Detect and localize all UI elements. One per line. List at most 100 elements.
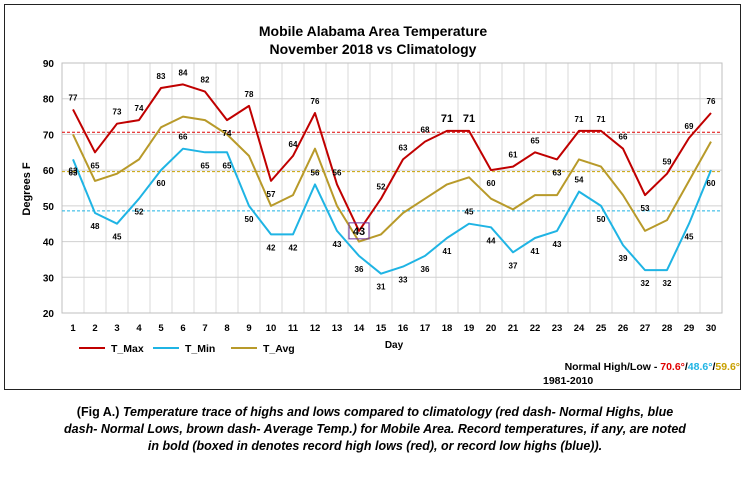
- x-tick-label: 21: [508, 323, 519, 334]
- data-label-t-min: 60: [707, 179, 716, 188]
- data-label-t-max: 63: [399, 143, 408, 152]
- data-label-t-max: 71: [441, 113, 453, 125]
- data-label-t-max: 71: [597, 115, 606, 124]
- x-tick-label: 1: [70, 323, 76, 334]
- data-label-t-min: 45: [113, 233, 122, 242]
- data-label-t-min: 63: [69, 168, 78, 177]
- data-label-t-min: 36: [355, 265, 364, 274]
- caption-lead: (Fig A.): [76, 405, 120, 419]
- data-label-t-min: 31: [377, 283, 386, 292]
- data-label-t-min: 33: [399, 276, 408, 285]
- x-tick-label: 15: [376, 323, 387, 334]
- data-label-t-avg: 63: [69, 166, 78, 175]
- data-label-t-max: 68: [421, 126, 430, 135]
- data-label-t-max: 74: [135, 104, 144, 113]
- x-tick-label: 28: [662, 323, 673, 334]
- x-tick-label: 7: [202, 323, 207, 334]
- normals-period: 1981-2010: [543, 375, 593, 387]
- data-label-t-max: 82: [201, 76, 210, 85]
- normals-note: Normal High/Low - 70.6°/48.6°/59.6°: [565, 361, 740, 373]
- y-tick-label: 50: [43, 202, 55, 213]
- data-label-t-max: 83: [157, 72, 166, 81]
- chart-title: Mobile Alabama Area Temperature: [259, 23, 487, 39]
- x-tick-label: 3: [114, 323, 119, 334]
- record-box: [348, 222, 370, 240]
- normal-high-value: 70.6°: [660, 361, 685, 373]
- data-label-t-max: 61: [509, 151, 518, 160]
- normal-avg-value: 59.6°: [715, 361, 740, 373]
- data-label-t-min: 39: [619, 254, 628, 263]
- x-tick-label: 11: [288, 323, 299, 334]
- data-label-t-min: 65: [223, 161, 232, 170]
- x-tick-label: 30: [706, 323, 717, 334]
- x-tick-label: 16: [398, 323, 409, 334]
- data-label-t-max: 64: [289, 140, 298, 149]
- data-label-t-max: 76: [311, 97, 320, 106]
- y-tick-label: 70: [43, 130, 55, 141]
- x-tick-label: 27: [640, 323, 651, 334]
- figure-caption: (Fig A.) Temperature trace of highs and …: [60, 404, 690, 455]
- x-tick-label: 6: [180, 323, 185, 334]
- x-tick-label: 22: [530, 323, 541, 334]
- temperature-chart: Mobile Alabama Area Temperature November…: [21, 23, 740, 387]
- x-tick-label: 18: [442, 323, 453, 334]
- data-label-t-max: 53: [641, 204, 650, 213]
- data-label-t-min: 44: [487, 236, 496, 245]
- normals-prefix: Normal High/Low -: [565, 361, 661, 373]
- data-label-t-max: 43: [353, 226, 365, 238]
- x-tick-label: 8: [224, 323, 229, 334]
- chart-frame: Mobile Alabama Area Temperature November…: [4, 4, 741, 390]
- data-label-t-min: 32: [641, 279, 650, 288]
- x-tick-label: 9: [246, 323, 251, 334]
- data-label-t-min: 56: [311, 168, 320, 177]
- data-label-t-max: 71: [463, 113, 475, 125]
- series-line-t-min: [72, 147, 712, 275]
- x-tick-label: 19: [464, 323, 475, 334]
- data-label-t-min: 66: [179, 133, 188, 142]
- y-tick-label: 40: [43, 238, 55, 249]
- data-label-t-max: 69: [685, 122, 694, 131]
- chart-subtitle: November 2018 vs Climatology: [270, 41, 477, 57]
- x-tick-label: 26: [618, 323, 629, 334]
- data-label-t-max: 71: [575, 115, 584, 124]
- series-line-t-max: [72, 83, 712, 232]
- x-tick-label: 23: [552, 323, 563, 334]
- plot-border: [61, 62, 723, 314]
- caption-text: Temperature trace of highs and lows comp…: [64, 405, 686, 453]
- x-tick-label: 14: [354, 323, 365, 334]
- x-tick-label: 5: [158, 323, 164, 334]
- chart-legend: T_Max T_Min T_Avg: [79, 343, 295, 355]
- data-label-t-min: 65: [201, 161, 210, 170]
- x-tick-label: 24: [574, 323, 585, 334]
- y-tick-label: 80: [43, 95, 55, 106]
- data-label-t-min: 41: [531, 247, 540, 256]
- data-label-t-max: 76: [707, 97, 716, 106]
- data-label-t-min: 43: [553, 240, 562, 249]
- data-label-t-min: 37: [509, 261, 518, 270]
- data-label-t-min: 36: [421, 265, 430, 274]
- data-label-t-min: 50: [245, 215, 254, 224]
- data-label-t-min: 41: [443, 247, 452, 256]
- normals-sep-2: /: [712, 361, 715, 373]
- x-tick-label: 29: [684, 323, 695, 334]
- data-label-t-min: 60: [157, 179, 166, 188]
- data-label-t-min: 54: [575, 176, 584, 185]
- x-tick-label: 25: [596, 323, 607, 334]
- data-label-t-min: 48: [91, 222, 100, 231]
- data-label-t-max: 56: [333, 168, 342, 177]
- data-label-t-min: 50: [597, 215, 606, 224]
- data-label-t-max: 73: [113, 108, 122, 117]
- data-label-t-min: 42: [289, 243, 298, 252]
- x-tick-label: 17: [420, 323, 431, 334]
- y-tick-label: 60: [43, 166, 55, 177]
- data-label-t-max: 60: [487, 179, 496, 188]
- data-label-t-max: 66: [619, 133, 628, 142]
- data-label-t-max: 57: [267, 190, 276, 199]
- x-tick-label: 2: [92, 323, 97, 334]
- data-label-t-max: 65: [531, 136, 540, 145]
- data-label-t-max: 63: [553, 168, 562, 177]
- x-tick-label: 4: [136, 323, 142, 334]
- data-label-t-max: 65: [91, 161, 100, 170]
- y-axis-label: Degrees F: [21, 162, 33, 215]
